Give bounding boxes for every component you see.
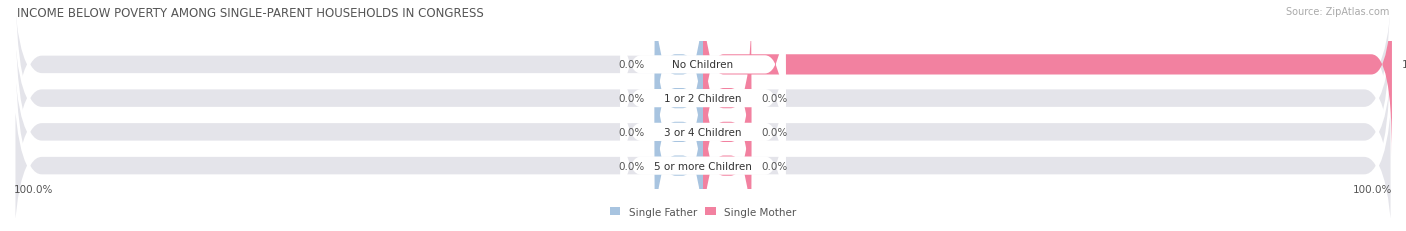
FancyBboxPatch shape: [14, 8, 1392, 231]
FancyBboxPatch shape: [703, 8, 751, 189]
FancyBboxPatch shape: [655, 8, 703, 189]
Text: 0.0%: 0.0%: [619, 161, 644, 171]
Text: No Children: No Children: [672, 60, 734, 70]
FancyBboxPatch shape: [620, 0, 786, 157]
Text: 0.0%: 0.0%: [762, 94, 787, 104]
FancyBboxPatch shape: [620, 74, 786, 231]
Text: 5 or more Children: 5 or more Children: [654, 161, 752, 171]
Text: 100.0%: 100.0%: [1353, 184, 1392, 194]
FancyBboxPatch shape: [14, 42, 1392, 231]
Text: 100.0%: 100.0%: [1402, 60, 1406, 70]
Text: 0.0%: 0.0%: [619, 60, 644, 70]
FancyBboxPatch shape: [655, 75, 703, 231]
FancyBboxPatch shape: [14, 0, 1392, 223]
Legend: Single Father, Single Mother: Single Father, Single Mother: [610, 207, 796, 217]
Text: Source: ZipAtlas.com: Source: ZipAtlas.com: [1285, 7, 1389, 17]
FancyBboxPatch shape: [620, 7, 786, 190]
Text: 0.0%: 0.0%: [619, 94, 644, 104]
FancyBboxPatch shape: [703, 0, 1392, 156]
FancyBboxPatch shape: [655, 42, 703, 223]
Text: INCOME BELOW POVERTY AMONG SINGLE-PARENT HOUSEHOLDS IN CONGRESS: INCOME BELOW POVERTY AMONG SINGLE-PARENT…: [17, 7, 484, 20]
FancyBboxPatch shape: [655, 0, 703, 156]
Text: 3 or 4 Children: 3 or 4 Children: [664, 127, 742, 137]
Text: 100.0%: 100.0%: [14, 184, 53, 194]
Text: 1 or 2 Children: 1 or 2 Children: [664, 94, 742, 104]
Text: 0.0%: 0.0%: [762, 161, 787, 171]
Text: 0.0%: 0.0%: [619, 127, 644, 137]
FancyBboxPatch shape: [703, 75, 751, 231]
FancyBboxPatch shape: [14, 0, 1392, 189]
FancyBboxPatch shape: [703, 42, 751, 223]
FancyBboxPatch shape: [620, 41, 786, 224]
Text: 0.0%: 0.0%: [762, 127, 787, 137]
